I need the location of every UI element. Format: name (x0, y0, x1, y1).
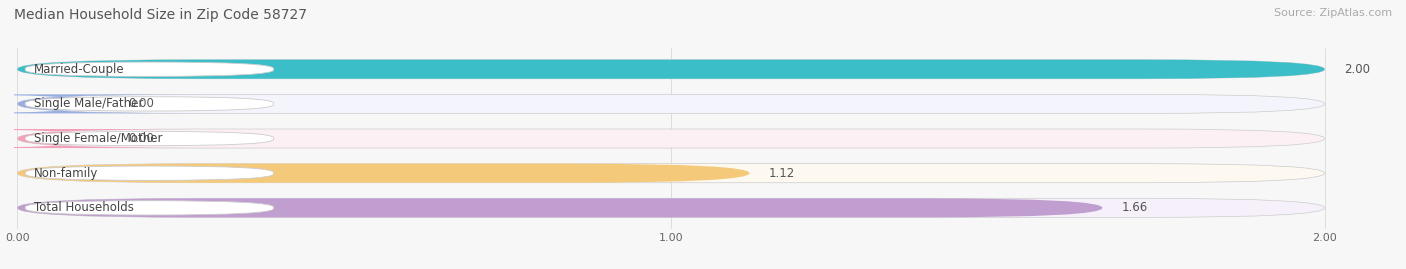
FancyBboxPatch shape (25, 62, 274, 76)
FancyBboxPatch shape (25, 166, 274, 180)
Text: Single Male/Father: Single Male/Father (34, 97, 143, 110)
Text: Total Households: Total Households (34, 201, 134, 214)
FancyBboxPatch shape (17, 198, 1324, 217)
Text: 1.66: 1.66 (1122, 201, 1149, 214)
FancyBboxPatch shape (17, 198, 1102, 217)
FancyBboxPatch shape (17, 94, 1324, 114)
FancyBboxPatch shape (17, 164, 1324, 183)
FancyBboxPatch shape (17, 60, 1324, 79)
Text: Non-family: Non-family (34, 167, 98, 180)
FancyBboxPatch shape (25, 97, 274, 111)
Text: Married-Couple: Married-Couple (34, 63, 124, 76)
FancyBboxPatch shape (0, 94, 197, 114)
Text: Source: ZipAtlas.com: Source: ZipAtlas.com (1274, 8, 1392, 18)
Text: 0.00: 0.00 (128, 132, 155, 145)
Text: 0.00: 0.00 (128, 97, 155, 110)
Text: 2.00: 2.00 (1344, 63, 1371, 76)
FancyBboxPatch shape (0, 129, 197, 148)
FancyBboxPatch shape (17, 60, 1324, 79)
FancyBboxPatch shape (17, 164, 749, 183)
FancyBboxPatch shape (25, 131, 274, 146)
Text: Single Female/Mother: Single Female/Mother (34, 132, 162, 145)
FancyBboxPatch shape (25, 201, 274, 215)
Text: Median Household Size in Zip Code 58727: Median Household Size in Zip Code 58727 (14, 8, 307, 22)
Text: 1.12: 1.12 (769, 167, 796, 180)
FancyBboxPatch shape (17, 129, 1324, 148)
